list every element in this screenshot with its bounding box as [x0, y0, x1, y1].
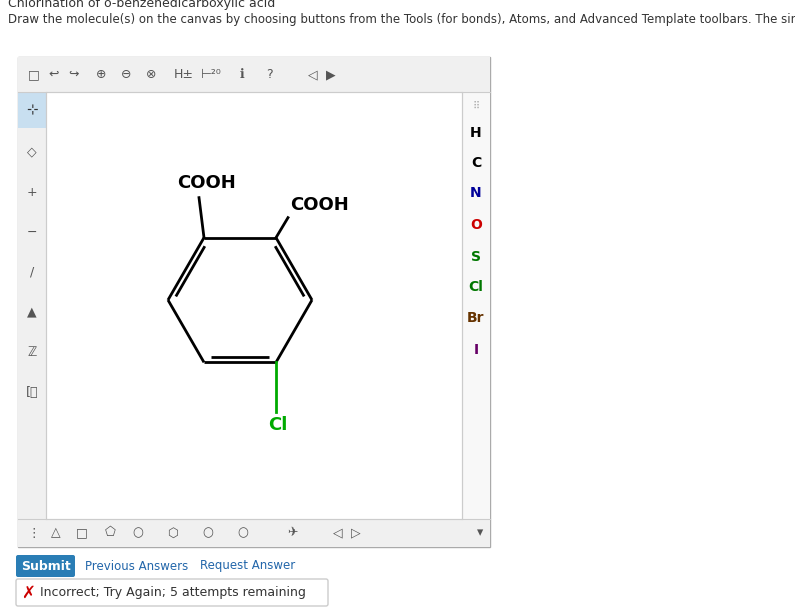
- Text: C: C: [471, 156, 481, 170]
- Bar: [462, 92, 490, 547]
- Text: Request Answer: Request Answer: [200, 560, 295, 572]
- Text: Cl: Cl: [268, 416, 287, 435]
- Text: Submit: Submit: [21, 560, 71, 572]
- Text: Incorrect; Try Again; 5 attempts remaining: Incorrect; Try Again; 5 attempts remaini…: [40, 586, 306, 599]
- FancyBboxPatch shape: [16, 555, 75, 577]
- Text: O: O: [470, 218, 482, 232]
- Text: ℹ: ℹ: [240, 68, 245, 81]
- Text: COOH: COOH: [177, 174, 236, 192]
- Text: ▷: ▷: [351, 526, 361, 540]
- Text: ℤ: ℤ: [27, 345, 37, 359]
- Bar: [18, 57, 490, 92]
- Text: Draw the molecule(s) on the canvas by choosing buttons from the Tools (for bonds: Draw the molecule(s) on the canvas by ch…: [8, 13, 795, 26]
- Text: ⊕: ⊕: [96, 68, 107, 81]
- Text: COOH: COOH: [290, 195, 349, 214]
- Text: ◇: ◇: [27, 146, 37, 158]
- Bar: [18, 519, 490, 547]
- Text: ⬡: ⬡: [168, 526, 178, 540]
- Text: ⋮: ⋮: [28, 526, 41, 540]
- Text: ◁: ◁: [308, 68, 318, 81]
- Text: ⊖: ⊖: [121, 68, 131, 81]
- Text: ✗: ✗: [21, 583, 35, 602]
- Text: H±: H±: [174, 68, 194, 81]
- Text: ↪: ↪: [68, 68, 79, 81]
- Text: ?: ?: [266, 68, 273, 81]
- Text: Br: Br: [467, 311, 485, 325]
- Text: +: +: [27, 186, 37, 198]
- Text: S: S: [471, 250, 481, 264]
- Text: N: N: [470, 186, 482, 200]
- Text: ▶: ▶: [326, 68, 335, 81]
- Text: ▲: ▲: [27, 305, 37, 319]
- Text: ▾: ▾: [477, 526, 483, 540]
- Bar: [18, 57, 490, 547]
- Text: /: /: [30, 265, 34, 279]
- Text: ⠿: ⠿: [472, 101, 479, 111]
- Bar: [46, 92, 462, 519]
- Text: △: △: [51, 526, 60, 540]
- Text: I: I: [474, 343, 479, 357]
- Text: Chlorination of o-benzenedicarboxylic acid: Chlorination of o-benzenedicarboxylic ac…: [8, 0, 275, 10]
- Text: ↩: ↩: [48, 68, 59, 81]
- Text: ✈: ✈: [288, 526, 298, 540]
- Text: □: □: [76, 526, 88, 540]
- Bar: [18, 92, 46, 128]
- Text: Previous Answers: Previous Answers: [85, 560, 188, 572]
- Text: ⊹: ⊹: [26, 103, 38, 117]
- Text: ○: ○: [133, 526, 143, 540]
- Bar: [18, 92, 46, 547]
- Text: ⬠: ⬠: [105, 526, 115, 540]
- Text: ○: ○: [238, 526, 248, 540]
- FancyBboxPatch shape: [16, 579, 328, 606]
- Text: −: −: [27, 225, 37, 239]
- Text: ◁: ◁: [333, 526, 343, 540]
- Text: [🔒: [🔒: [25, 385, 38, 399]
- Text: Cl: Cl: [468, 280, 483, 294]
- Text: ○: ○: [203, 526, 213, 540]
- Text: □: □: [28, 68, 40, 81]
- Text: H: H: [470, 126, 482, 140]
- Text: ⊢²⁰: ⊢²⁰: [201, 68, 222, 81]
- Text: ⊗: ⊗: [146, 68, 157, 81]
